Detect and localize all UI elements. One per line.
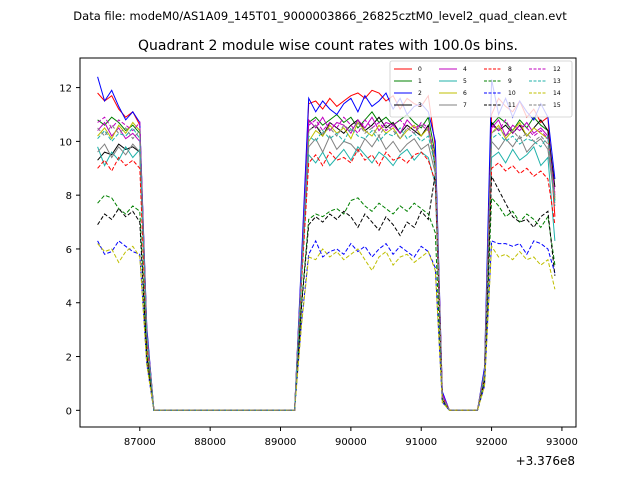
chart-title: Quadrant 2 module wise count rates with … (138, 38, 518, 54)
legend-label-5: 5 (463, 78, 467, 85)
legend-label-4: 4 (463, 66, 467, 73)
legend-label-13: 13 (553, 78, 561, 85)
x-tick-label: 87000 (124, 437, 156, 448)
legend-label-15: 15 (553, 102, 561, 109)
legend-label-7: 7 (463, 102, 467, 109)
series-layer (97, 76, 556, 411)
x-tick-label: 93000 (546, 437, 578, 448)
plot-area (80, 58, 576, 427)
y-tick-label: 12 (59, 84, 72, 95)
x-axis: 87000 88000 89000 90000 91000 92000 93000 (124, 427, 578, 448)
legend-label-12: 12 (553, 66, 561, 73)
axes-spines (79, 57, 577, 428)
y-tick-label: 0 (66, 406, 72, 417)
x-tick-label: 92000 (476, 437, 508, 448)
legend-label-1: 1 (418, 78, 422, 85)
y-tick-label: 2 (66, 353, 72, 364)
y-tick-label: 4 (66, 299, 72, 310)
legend-label-3: 3 (418, 102, 422, 109)
legend-label-0: 0 (418, 66, 422, 73)
legend-label-14: 14 (553, 90, 561, 97)
legend-label-11: 11 (508, 102, 516, 109)
legend-box (389, 60, 573, 118)
legend-label-9: 9 (508, 78, 512, 85)
y-tick-label: 6 (66, 245, 72, 256)
x-offset-label: +3.376e8 (516, 454, 575, 468)
x-tick-label: 89000 (265, 437, 297, 448)
y-axis: 0 2 4 6 8 10 12 (59, 84, 80, 417)
legend-label-2: 2 (418, 90, 422, 97)
x-tick-label: 90000 (335, 437, 367, 448)
x-tick-label: 88000 (194, 437, 226, 448)
y-tick-label: 8 (66, 191, 72, 202)
x-tick-label: 91000 (405, 437, 437, 448)
y-tick-label: 10 (59, 137, 72, 148)
legend-label-8: 8 (508, 66, 512, 73)
plot-background (80, 58, 576, 427)
series-line-15 (97, 121, 556, 411)
legend-label-6: 6 (463, 90, 467, 97)
axes-frame (79, 57, 577, 428)
legend-label-10: 10 (508, 90, 516, 97)
chart-suptitle: Data file: modeM0/AS1A09_145T01_90000038… (73, 9, 567, 23)
